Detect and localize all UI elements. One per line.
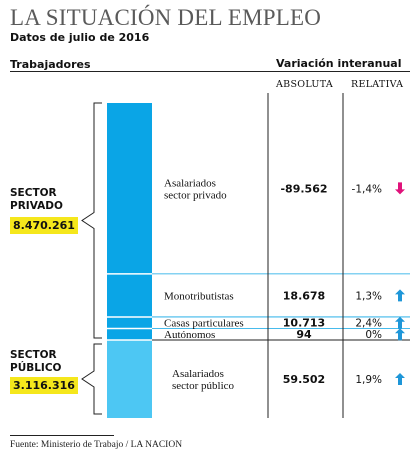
relative-variation-monotributistas: 1,3%: [355, 290, 382, 302]
footer-rule: [10, 435, 114, 436]
sector-private-label: SECTOR PRIVADO: [10, 187, 63, 213]
arrow-up-icon: [395, 316, 405, 329]
relative-variation-asalariados-sector-publico: 1,9%: [355, 374, 382, 386]
header-rule: [10, 71, 410, 72]
bar-asalariados-sector-privado: [107, 103, 152, 274]
category-label-asalariados-sector-privado: sector privado: [164, 189, 227, 201]
bracket-public: [81, 343, 102, 415]
absolute-variation-asalariados-sector-privado: -89.562: [280, 182, 327, 195]
source-footer: Fuente: Ministerio de Trabajo / LA NACIO…: [10, 440, 183, 450]
arrow-up-icon: [395, 328, 405, 341]
absolute-column-header: ABSOLUTA: [276, 79, 334, 90]
absolute-variation-monotributistas: 18.678: [283, 289, 325, 302]
absolute-variation-autonomos: 94: [296, 328, 312, 341]
relative-column-header: RELATIVA: [351, 79, 404, 90]
sector-public-label: SECTOR PÚBLICO: [10, 349, 61, 375]
arrow-up-icon: [395, 289, 405, 302]
arrow-up-icon: [395, 373, 405, 385]
category-label-autonomos: Autónomos: [164, 329, 215, 341]
variation-header: Variación interanual: [276, 57, 402, 70]
page-title: LA SITUACIÓN DEL EMPLEO: [10, 5, 322, 30]
bar-asalariados-sector-publico: [107, 340, 152, 418]
page-subtitle: Datos de julio de 2016: [10, 31, 150, 44]
relative-variation-casas-particulares: 2,4%: [355, 318, 382, 330]
absolute-variation-casas-particulares: 10.713: [283, 317, 325, 330]
bar-autonomos: [107, 328, 152, 340]
category-label-asalariados-sector-publico: Asalariados: [172, 368, 224, 380]
category-label-monotributistas: Monotributistas: [164, 290, 234, 302]
absolute-variation-asalariados-sector-publico: 59.502: [283, 373, 325, 386]
sector-private-total: 8.470.261: [10, 217, 78, 234]
sector-public-total: 3.116.316: [10, 377, 78, 394]
category-label-casas-particulares: Casas particulares: [164, 318, 244, 330]
bar-casas-particulares: [107, 316, 152, 329]
bracket-private: [81, 102, 102, 339]
arrow-down-icon: [395, 182, 405, 195]
sector-public-label-line1: SECTOR: [10, 349, 57, 361]
relative-variation-autonomos: 0%: [365, 329, 382, 341]
workers-header: Trabajadores: [10, 58, 91, 71]
sector-private-label-line2: PRIVADO: [10, 200, 63, 212]
category-label-asalariados-sector-privado: Asalariados: [164, 177, 216, 189]
sector-private-label-line1: SECTOR: [10, 187, 57, 199]
relative-variation-asalariados-sector-privado: -1,4%: [352, 183, 382, 195]
category-label-asalariados-sector-publico: sector público: [172, 380, 235, 392]
bar-monotributistas: [107, 273, 152, 317]
sector-public-label-line2: PÚBLICO: [10, 362, 62, 374]
